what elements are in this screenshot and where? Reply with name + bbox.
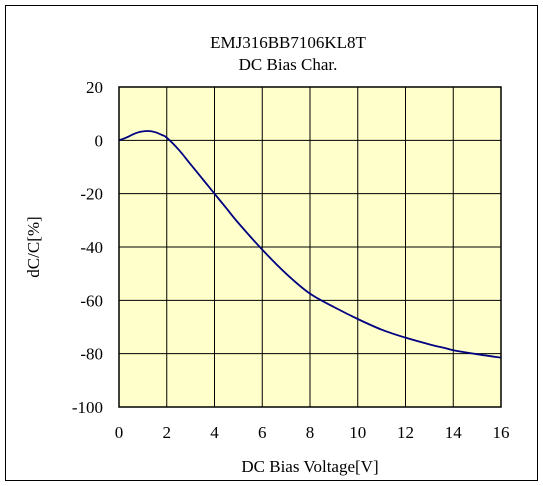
chart-frame: EMJ316BB7106KL8T DC Bias Char. 0 2 4 6 8 10 12… bbox=[5, 5, 538, 481]
x-tick-label: 14 bbox=[445, 423, 463, 442]
x-tick-label: 16 bbox=[493, 423, 510, 442]
y-tick-label: 0 bbox=[95, 131, 104, 150]
y-tick-label: -60 bbox=[80, 291, 103, 310]
chart-subtitle: DC Bias Char. bbox=[239, 55, 338, 74]
plot-border bbox=[118, 86, 502, 408]
x-tick-label: 2 bbox=[163, 423, 172, 442]
y-tick-labels: 20 0 -20 -40 -60 -80 -100 bbox=[72, 78, 103, 417]
x-axis-label: DC Bias Voltage[V] bbox=[241, 457, 378, 476]
series-line bbox=[118, 130, 502, 359]
y-tick-label: -80 bbox=[80, 345, 103, 364]
y-tick-label: -20 bbox=[80, 185, 103, 204]
x-tick-label: 6 bbox=[258, 423, 267, 442]
y-axis-label: dC/C[%] bbox=[24, 216, 43, 277]
x-tick-labels: 0 2 4 6 8 10 12 14 16 bbox=[115, 423, 510, 442]
y-tick-label: -40 bbox=[80, 238, 103, 257]
x-tick-label: 10 bbox=[349, 423, 366, 442]
y-tick-label: 20 bbox=[86, 78, 103, 97]
x-tick-label: 4 bbox=[210, 423, 219, 442]
dc-bias-chart: EMJ316BB7106KL8T DC Bias Char. 0 2 4 6 8 10 12… bbox=[24, 33, 510, 476]
x-tick-label: 8 bbox=[306, 423, 315, 442]
y-tick-label: -100 bbox=[72, 398, 103, 417]
chart-title: EMJ316BB7106KL8T bbox=[210, 33, 366, 52]
x-tick-label: 12 bbox=[397, 423, 414, 442]
grid-lines bbox=[119, 87, 501, 407]
x-tick-label: 0 bbox=[115, 423, 124, 442]
